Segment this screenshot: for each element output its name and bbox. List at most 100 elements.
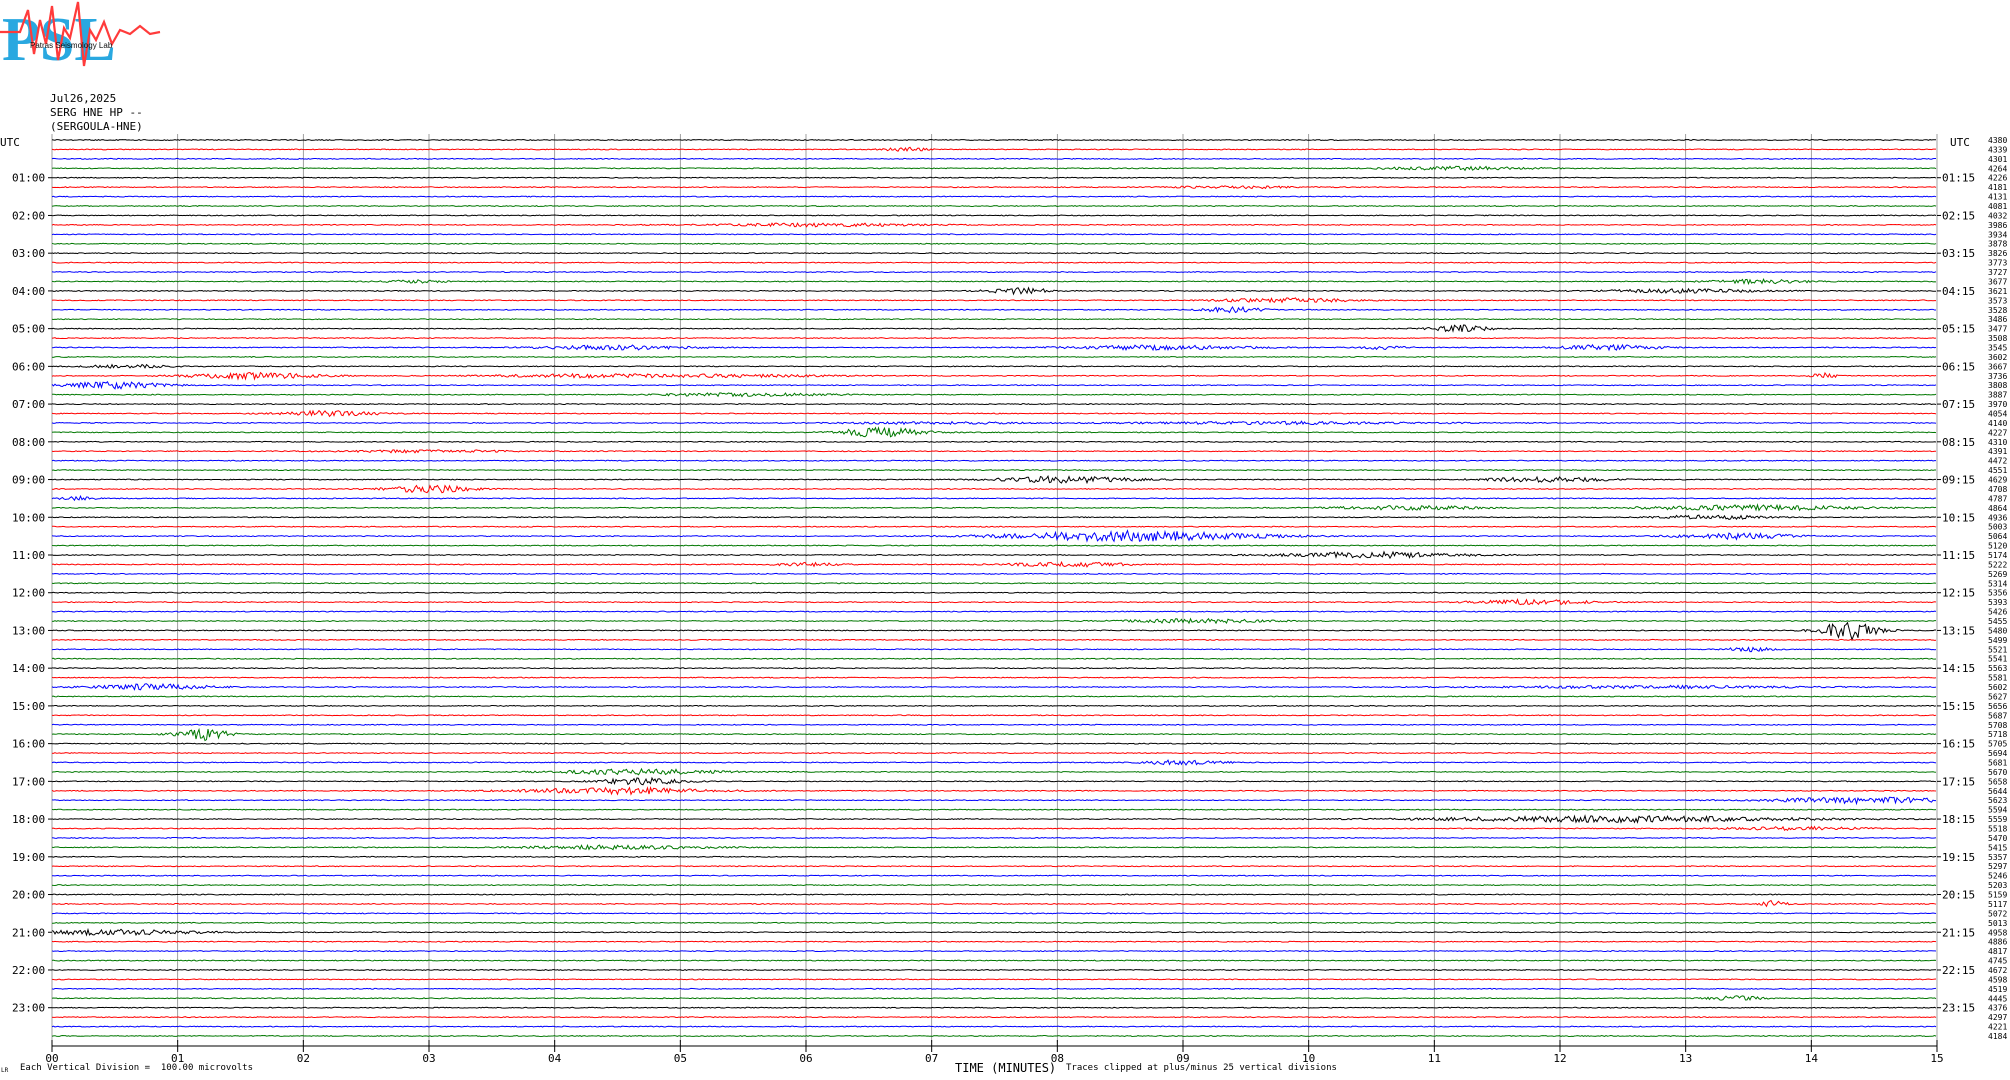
left-tick-label: 23:00 <box>12 1002 45 1015</box>
trace-count-label: 5499 <box>1988 636 2007 645</box>
trace-78 <box>51 874 1937 877</box>
trace-count-label: 3486 <box>1988 315 2007 324</box>
x-tick-label-00: 00 <box>45 1052 58 1065</box>
right-tick-label: 05:15 <box>1942 323 1975 336</box>
trace-66 <box>51 759 1937 766</box>
trace-39 <box>51 503 1937 512</box>
trace-89 <box>51 978 1937 981</box>
trace-12 <box>51 252 1937 255</box>
left-tick-label: 11:00 <box>12 549 45 562</box>
trace-7 <box>51 205 1937 208</box>
trace-count-label: 5314 <box>1988 579 2007 588</box>
left-tick-label: 13:00 <box>12 624 45 637</box>
trace-count-label: 5521 <box>1988 645 2007 654</box>
trace-count-label: 3621 <box>1988 287 2007 296</box>
trace-30 <box>51 420 1937 426</box>
seismic-traces <box>51 138 1937 1037</box>
x-tick-label-05: 05 <box>674 1052 687 1065</box>
trace-13 <box>51 261 1937 264</box>
trace-count-label: 4131 <box>1988 193 2007 202</box>
right-tick-label: 03:15 <box>1942 247 1975 260</box>
left-tick-label: 17:00 <box>12 775 45 788</box>
trace-count-label: 4672 <box>1988 966 2007 975</box>
trace-37 <box>51 484 1937 494</box>
trace-count-label: 5658 <box>1988 777 2007 786</box>
trace-count-label: 5480 <box>1988 626 2007 635</box>
right-tick-label: 10:15 <box>1942 511 1975 524</box>
trace-count-label: 5455 <box>1988 617 2007 626</box>
left-utc-axis: UTC 01:00 02:00 03:00 04:00 05:00 06:00 07:00 08… <box>0 136 52 1015</box>
trace-80 <box>51 893 1937 896</box>
trace-88 <box>51 968 1936 971</box>
trace-count-label: 3573 <box>1988 296 2007 305</box>
trace-count-label: 4886 <box>1988 938 2007 947</box>
trace-count-label: 3528 <box>1988 306 2007 315</box>
x-tick-label-07: 07 <box>925 1052 938 1065</box>
trace-count-label: 4817 <box>1988 947 2007 956</box>
right-tick-label: 18:15 <box>1942 813 1975 826</box>
trace-count-label: 5705 <box>1988 740 2007 749</box>
trace-93 <box>51 1016 1937 1019</box>
trace-51 <box>51 617 1937 625</box>
trace-26 <box>51 380 1937 390</box>
trace-count-label: 4376 <box>1988 1004 2007 1013</box>
left-tick-label: 04:00 <box>12 285 45 298</box>
trace-count-label: 4864 <box>1988 504 2007 513</box>
trace-count-label: 5694 <box>1988 749 2007 758</box>
right-tick-label: 06:15 <box>1942 360 1975 373</box>
trace-count-label: 5064 <box>1988 532 2007 541</box>
trace-44 <box>51 550 1937 560</box>
trace-24 <box>51 363 1937 369</box>
trace-count-label: 5518 <box>1988 825 2007 834</box>
trace-10 <box>51 233 1937 236</box>
x-axis-title: TIME (MINUTES) <box>955 1061 1057 1075</box>
division-note: Each Vertical Division = 100.00 microvol… <box>20 1063 253 1073</box>
left-tick-label: 02:00 <box>12 209 45 222</box>
x-tick-label-08: 08 <box>1051 1052 1064 1065</box>
logo-subtext: Patras Seismology Lab <box>30 41 113 50</box>
trace-count-label: 4226 <box>1988 174 2007 183</box>
left-tick-label: 14:00 <box>12 662 45 675</box>
trace-76 <box>51 855 1937 858</box>
trace-count-label: 5687 <box>1988 711 2007 720</box>
trace-32 <box>51 440 1937 443</box>
trace-3 <box>51 165 1937 172</box>
trace-64 <box>51 742 1937 745</box>
trace-count-label: 5656 <box>1988 702 2007 711</box>
trace-count-label: 5541 <box>1988 655 2007 664</box>
trace-53 <box>51 638 1937 641</box>
trace-47 <box>51 582 1937 585</box>
trace-count-label: 3986 <box>1988 221 2007 230</box>
trace-count-label: 4081 <box>1988 202 2007 211</box>
right-tick-label: 19:15 <box>1942 851 1975 864</box>
trace-2 <box>51 157 1937 160</box>
trace-60 <box>51 704 1937 707</box>
right-tick-label: 15:15 <box>1942 700 1975 713</box>
trace-count-label: 4054 <box>1988 410 2007 419</box>
trace-count-label: 5470 <box>1988 834 2007 843</box>
trace-17 <box>51 297 1937 304</box>
trace-count-label: 3545 <box>1988 343 2007 352</box>
trace-31 <box>51 426 1937 438</box>
trace-count-label: 5627 <box>1988 692 2007 701</box>
trace-69 <box>51 785 1937 796</box>
trace-25 <box>51 371 1937 381</box>
trace-72 <box>51 814 1937 824</box>
trace-20 <box>51 324 1937 333</box>
trace-70 <box>51 796 1937 806</box>
right-tick-label: 20:15 <box>1942 889 1975 902</box>
x-tick-label-12: 12 <box>1553 1052 1566 1065</box>
trace-36 <box>51 475 1937 485</box>
right-tick-label: 23:15 <box>1942 1002 1975 1015</box>
trace-count-label: 5174 <box>1988 551 2007 560</box>
right-tick-label: 13:15 <box>1942 624 1975 637</box>
right-tick-label: 14:15 <box>1942 662 1975 675</box>
trace-9 <box>51 222 1937 228</box>
trace-count-label: 5708 <box>1988 721 2007 730</box>
right-tick-label: 16:15 <box>1942 738 1975 751</box>
trace-count-label: 4745 <box>1988 957 2007 966</box>
trace-count-label: 4472 <box>1988 457 2007 466</box>
right-tick-label: 11:15 <box>1942 549 1975 562</box>
trace-68 <box>51 776 1937 786</box>
